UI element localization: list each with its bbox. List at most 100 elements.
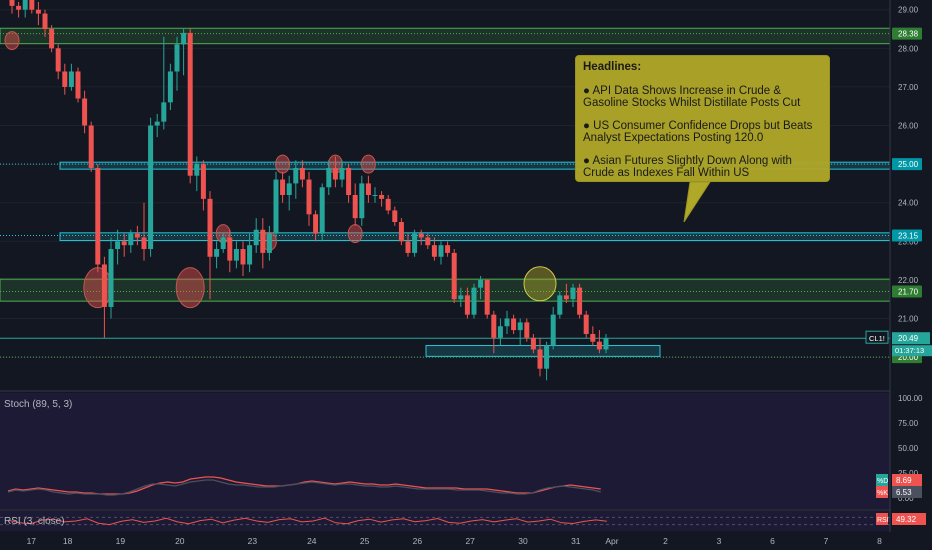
headlines-callout: Headlines: ● API Data Shows Increase in … — [575, 55, 830, 182]
price-tick-label: 28.00 — [898, 44, 919, 53]
zone — [0, 27, 891, 45]
candle-body — [273, 179, 279, 234]
price-tick-label: 21.00 — [898, 315, 919, 324]
candle-body — [583, 314, 589, 334]
candle-body — [167, 71, 173, 103]
candle-body — [385, 198, 391, 211]
candle-body — [181, 32, 187, 45]
stoch-tick-label: 50.00 — [898, 444, 919, 453]
level-tag — [892, 158, 922, 171]
time-tick-label: 26 — [413, 536, 423, 546]
candle-body — [438, 245, 444, 257]
candle-body — [9, 0, 15, 6]
candle-body — [148, 125, 154, 250]
candle-body — [352, 195, 358, 219]
rsi-series-name: RSI — [877, 517, 889, 524]
price-axis[interactable]: 20.00 21.00 22.00 23.00 24.00 25.00 26.00 27.00… — [865, 0, 932, 550]
time-tick-label: 7 — [824, 536, 829, 546]
candle-body — [101, 264, 107, 307]
level-tag — [892, 27, 922, 40]
highlight-ellipse — [275, 154, 291, 174]
candle-body — [260, 229, 266, 253]
candle-body — [365, 183, 371, 195]
candle-body — [253, 229, 259, 246]
level-tag — [892, 285, 922, 298]
candle-body — [121, 241, 127, 246]
candle-body — [425, 237, 431, 246]
headline-item: ● Asian Futures Slightly Down Along with… — [583, 155, 792, 179]
rsi-value-tag — [892, 513, 926, 525]
candle-body — [233, 249, 239, 261]
candle-body — [458, 295, 464, 300]
candle-body — [42, 13, 48, 30]
candle-body — [161, 102, 167, 122]
candle-body — [359, 183, 365, 219]
candle-body — [49, 29, 55, 49]
stoch-value: 6.53 — [896, 488, 912, 497]
time-axis[interactable]: 17 18 19 20 23 24 25 26 27 30 31 Apr 2 3 6 7 8 — [27, 536, 883, 546]
rsi-pane[interactable] — [0, 511, 890, 531]
time-tick-label: 17 — [27, 536, 37, 546]
candle-body — [484, 279, 490, 315]
candle-body — [22, 0, 28, 10]
time-tick-label: 27 — [465, 536, 475, 546]
zone — [425, 345, 661, 357]
candle-body — [220, 237, 226, 250]
candle-body — [16, 5, 22, 10]
candle-body — [95, 167, 101, 265]
candle-body — [240, 249, 246, 265]
candle-body — [504, 318, 510, 327]
candle-body — [412, 233, 418, 253]
candle-body — [299, 167, 305, 180]
candle-body — [88, 125, 94, 168]
candle-body — [511, 318, 517, 331]
time-tick-label: 6 — [770, 536, 775, 546]
candle-body — [115, 241, 121, 250]
time-tick-label: Apr — [605, 536, 618, 546]
candle-body — [570, 287, 576, 300]
level-label: 28.38 — [898, 30, 919, 39]
candle-body — [497, 326, 503, 338]
stoch-value-tag — [892, 474, 922, 486]
candle-body — [524, 322, 530, 338]
stoch-series-name: %D — [877, 478, 888, 485]
candle-body — [68, 71, 74, 87]
symbol-label: CL1! — [869, 334, 885, 343]
headline-item: ● US Consumer Confidence Drops but Beats… — [583, 120, 813, 144]
candle-body — [544, 345, 550, 369]
candle-body — [227, 237, 233, 261]
stoch-pane[interactable] — [0, 393, 890, 509]
candle-body — [35, 9, 41, 14]
time-tick-label: 30 — [518, 536, 528, 546]
candle-body — [517, 322, 523, 331]
stoch-series-line — [7, 479, 601, 496]
time-tick-label: 24 — [307, 536, 317, 546]
highlight-ellipse — [523, 266, 557, 302]
candle-body — [445, 245, 451, 253]
level-tag — [892, 229, 922, 242]
candle-body — [286, 183, 292, 195]
candle-body — [372, 195, 378, 196]
candle-body — [75, 71, 81, 99]
countdown-label: 01:37:13 — [895, 346, 924, 355]
candle-body — [313, 214, 319, 234]
time-tick-label: 31 — [571, 536, 581, 546]
candle-body — [128, 233, 134, 246]
level-label: 23.15 — [898, 232, 919, 241]
candle-body — [379, 195, 385, 199]
rsi-series-key — [876, 513, 888, 525]
headlines-heading: Headlines: — [583, 61, 642, 73]
stoch-series-key — [876, 486, 888, 498]
time-tick-label: 3 — [717, 536, 722, 546]
level-label: 21.70 — [898, 288, 919, 297]
candle-body — [563, 295, 569, 300]
candle-body — [247, 245, 253, 265]
candle-body — [82, 98, 88, 126]
highlight-ellipse — [83, 267, 113, 309]
candle-body — [405, 241, 411, 253]
highlight-ellipse — [347, 224, 363, 244]
stoch-tick-label: 100.00 — [898, 394, 923, 403]
candle-body — [471, 287, 477, 315]
time-tick-label: 8 — [877, 536, 882, 546]
stoch-title: Stoch (89, 5, 3) — [4, 399, 73, 410]
